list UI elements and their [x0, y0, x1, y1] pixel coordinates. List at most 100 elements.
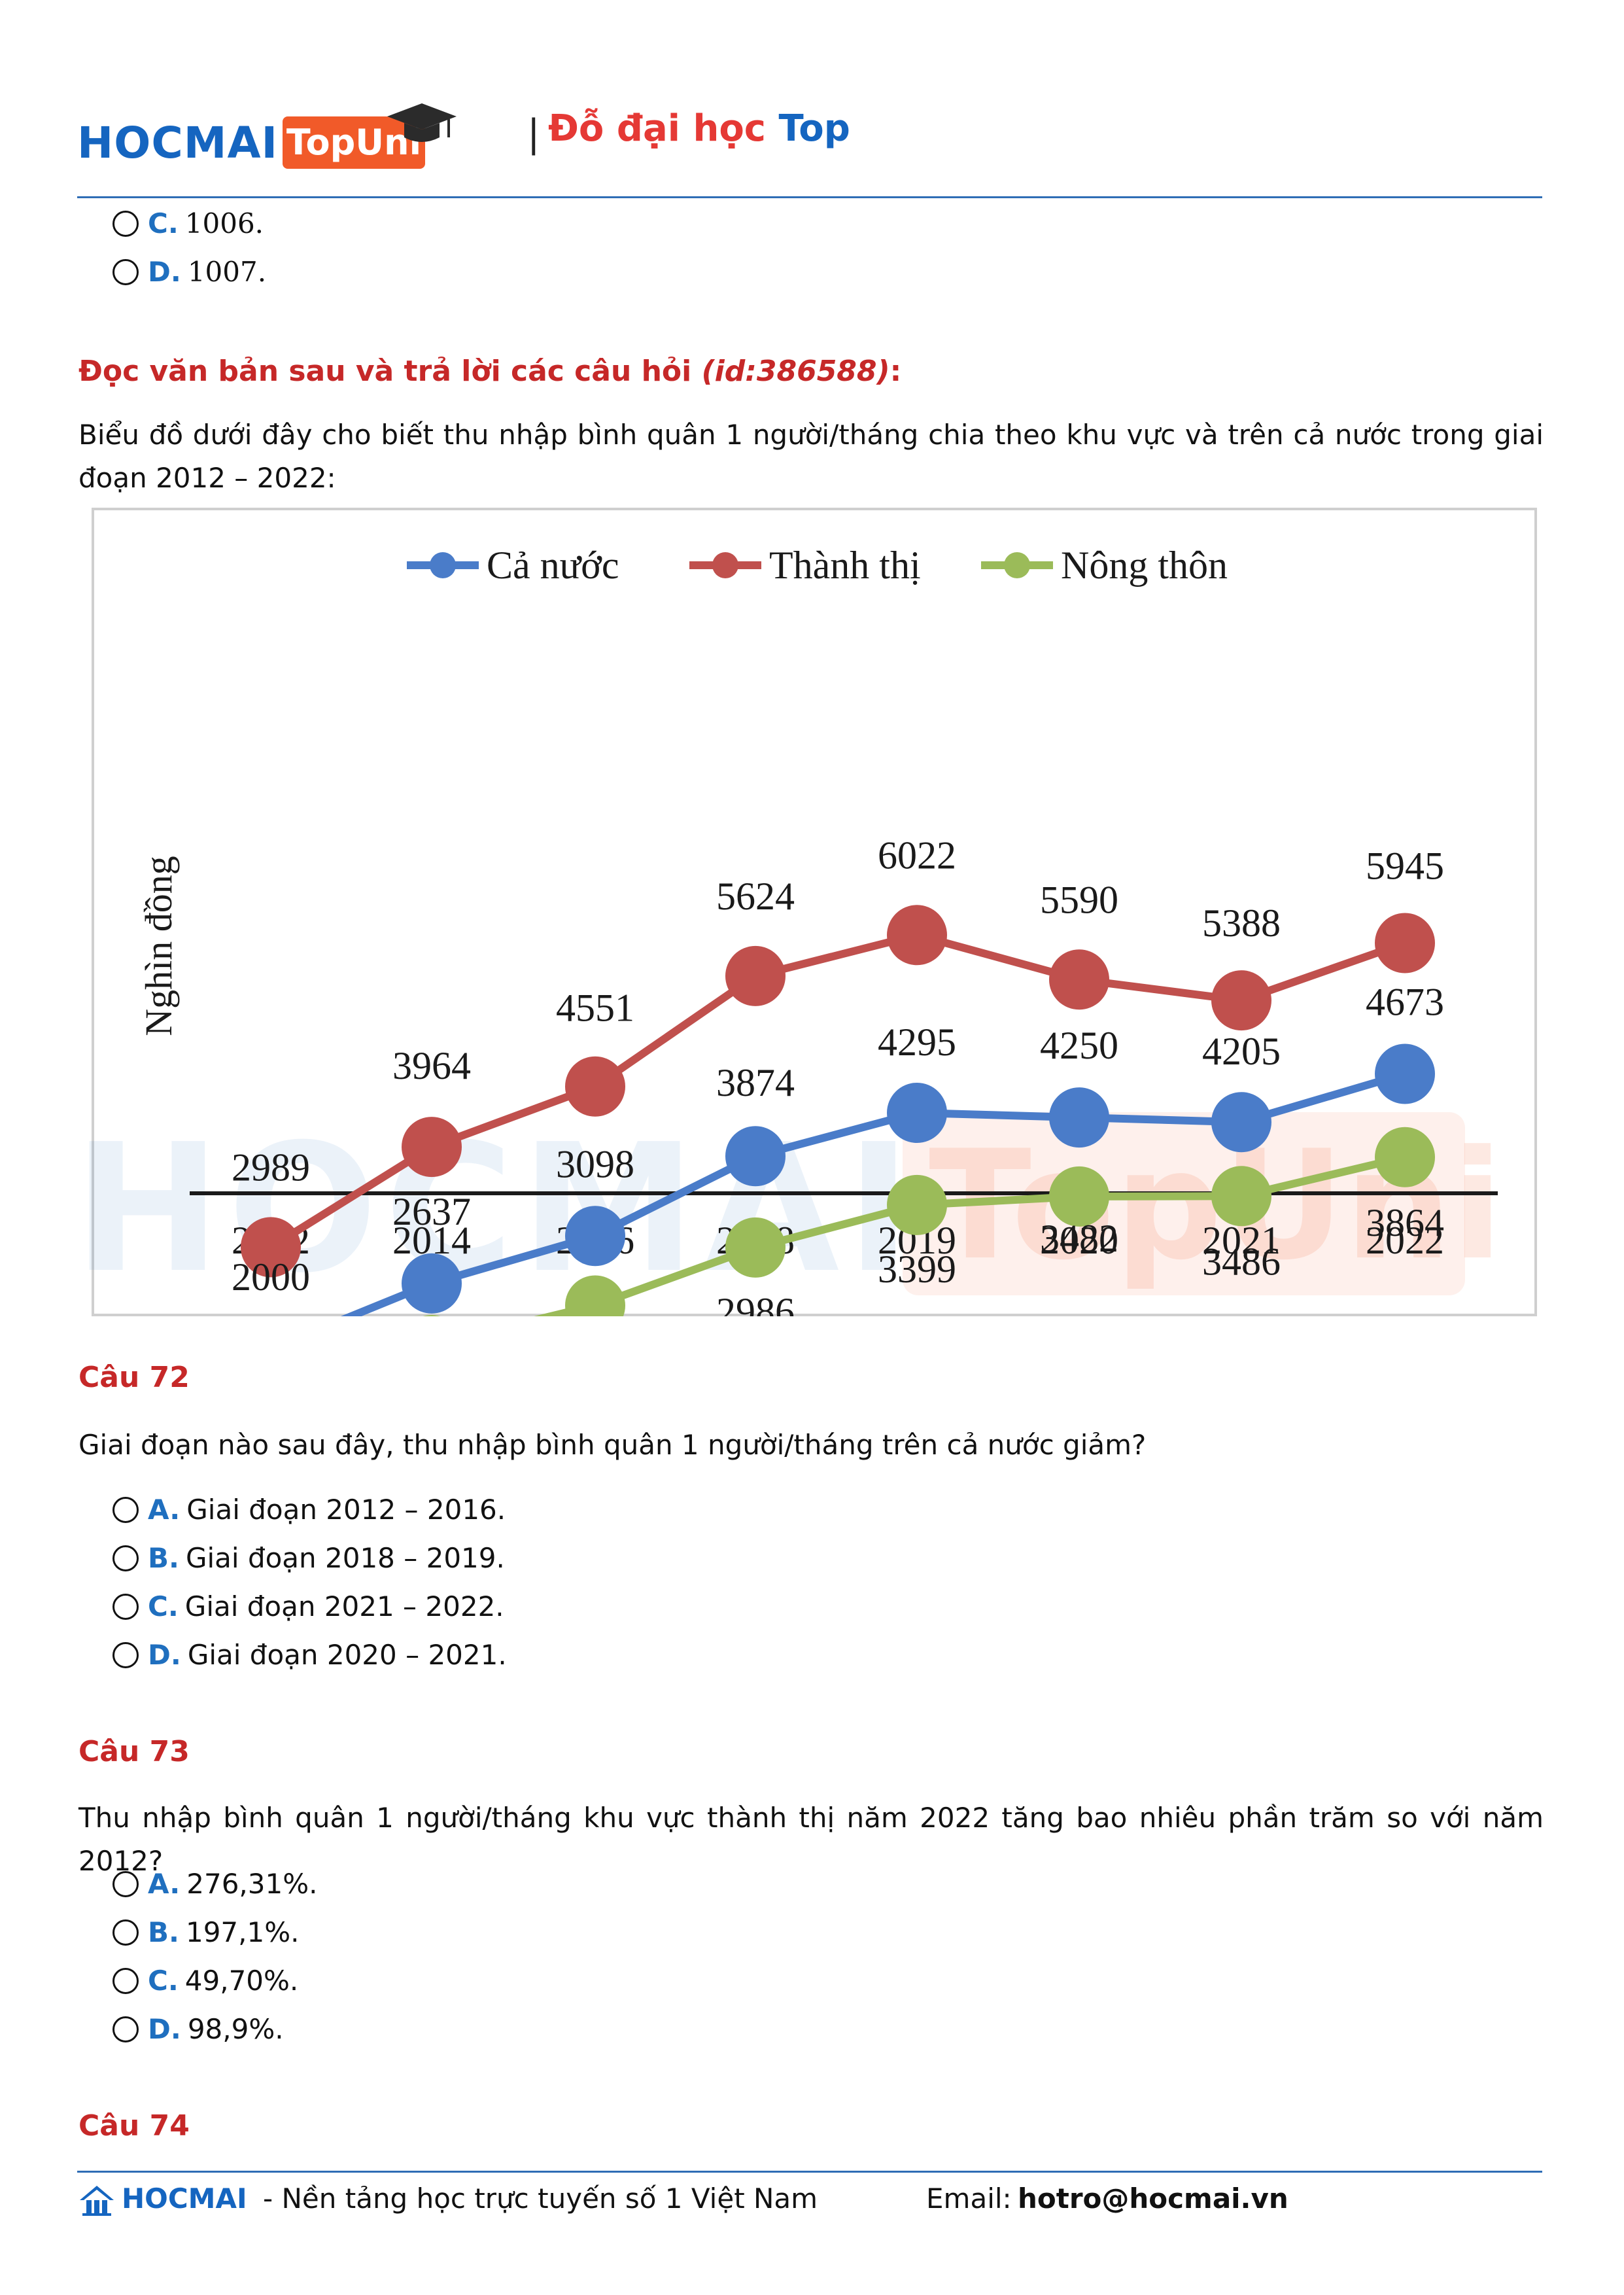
data-label: 2989 — [232, 1146, 310, 1189]
option-text: 49,70%. — [184, 1965, 299, 1997]
data-point — [423, 1315, 441, 1316]
radio-icon[interactable] — [112, 210, 139, 237]
data-point — [402, 1117, 462, 1178]
data-label: 4250 — [1040, 1024, 1118, 1067]
reading-paragraph: Biểu đồ dưới đây cho biết thu nhập bình … — [78, 419, 1544, 494]
option-text: 1007. — [187, 256, 267, 288]
data-point — [1375, 1043, 1435, 1104]
option-text: Giai đoạn 2021 – 2022. — [184, 1590, 504, 1622]
data-point — [887, 1083, 947, 1143]
q73-option-c[interactable]: C. 49,70%. — [112, 1961, 298, 2001]
reading-title-suffix: : — [890, 355, 902, 388]
footer-email-label: Email: — [926, 2182, 1012, 2215]
data-point — [402, 1253, 462, 1314]
data-label: 2986 — [716, 1290, 795, 1316]
legend-marker-1 — [712, 552, 738, 578]
data-point — [1375, 913, 1435, 973]
slogan-red: Đỗ đại học — [548, 107, 766, 150]
option-text: Giai đoạn 2020 – 2021. — [187, 1639, 507, 1671]
data-point — [887, 1174, 947, 1235]
legend-label-2: Nông thôn — [1061, 544, 1228, 587]
option-letter: C. — [148, 1590, 179, 1622]
data-label: 3482 — [1040, 1217, 1118, 1260]
q73-option-d[interactable]: D. 98,9%. — [112, 2010, 284, 2049]
option-letter: B. — [148, 1542, 179, 1574]
option-letter: A. — [148, 1494, 181, 1526]
radio-icon[interactable] — [112, 1593, 139, 1620]
data-label: 3964 — [392, 1044, 471, 1087]
radio-icon[interactable] — [112, 1641, 139, 1668]
data-label: 5388 — [1202, 902, 1281, 945]
radio-icon[interactable] — [112, 1545, 139, 1571]
data-point — [1049, 1087, 1109, 1148]
data-label: 3399 — [878, 1248, 956, 1291]
option-text: 98,9%. — [187, 2013, 284, 2045]
q72-option-d[interactable]: D. Giai đoạn 2020 – 2021. — [112, 1636, 507, 1675]
logo-topuni-badge — [283, 116, 425, 169]
radio-icon[interactable] — [112, 1919, 139, 1946]
logo-hocmai: HOCMAI — [77, 118, 279, 168]
question-73-text: Thu nhập bình quân 1 người/tháng khu vực… — [78, 1802, 1544, 1877]
data-point — [565, 1275, 625, 1316]
option-text: 276,31%. — [186, 1868, 318, 1900]
hocmai-house-icon — [80, 2186, 114, 2216]
option-c-prev[interactable]: C. 1006. — [112, 204, 264, 243]
graduation-cap-icon — [387, 103, 457, 142]
q72-option-a[interactable]: A. Giai đoạn 2012 – 2016. — [112, 1490, 506, 1530]
radio-icon[interactable] — [112, 1870, 139, 1897]
data-label: 3486 — [1202, 1240, 1281, 1283]
data-point — [887, 905, 947, 966]
option-letter: B. — [148, 1916, 179, 1948]
q73-option-a[interactable]: A. 276,31%. — [112, 1865, 317, 1904]
option-letter: A. — [148, 1868, 181, 1900]
data-label: 3098 — [556, 1142, 634, 1185]
legend-marker-0 — [430, 552, 456, 578]
question-73-title: Câu 73 — [78, 1735, 190, 1768]
data-point — [1049, 1166, 1109, 1227]
data-label: 6022 — [878, 833, 956, 877]
y-axis-label: Nghìn đồng — [137, 856, 180, 1036]
data-label: 3864 — [1366, 1201, 1444, 1244]
slogan-blue: Top — [778, 107, 850, 150]
q72-option-c[interactable]: C. Giai đoạn 2021 – 2022. — [112, 1587, 504, 1626]
footer-tagline: - Nền tảng học trực tuyến số 1 Việt Nam — [263, 2182, 818, 2215]
radio-icon[interactable] — [112, 2016, 139, 2042]
data-label: 5590 — [1040, 878, 1118, 921]
question-72-title: Câu 72 — [78, 1361, 190, 1394]
data-label: 3874 — [716, 1061, 795, 1104]
reading-title-prefix: Đọc văn bản sau và trả lời các câu hỏi — [78, 355, 702, 388]
income-line-chart: Nghìn đồng201220142016201820192020202120… — [137, 544, 1498, 1316]
radio-icon[interactable] — [112, 1967, 139, 1994]
option-letter: D. — [148, 256, 181, 288]
data-point — [1049, 949, 1109, 1010]
option-text: Giai đoạn 2012 – 2016. — [186, 1494, 506, 1526]
option-letter: C. — [148, 1965, 179, 1997]
data-label: 4551 — [556, 987, 634, 1030]
q73-option-b[interactable]: B. 197,1%. — [112, 1913, 299, 1952]
data-point — [725, 945, 786, 1006]
radio-icon[interactable] — [112, 258, 139, 285]
option-letter: C. — [148, 207, 179, 239]
option-text: 197,1%. — [185, 1916, 300, 1948]
radio-icon[interactable] — [112, 1496, 139, 1523]
footer-email-link[interactable]: hotro@hocmai.vn — [1018, 2182, 1288, 2215]
data-point — [1211, 1092, 1271, 1153]
data-point — [725, 1217, 786, 1278]
data-label: 5624 — [716, 875, 795, 918]
question-74-title: Câu 74 — [78, 2109, 190, 2143]
option-d-prev[interactable]: D. 1007. — [112, 253, 266, 292]
data-point — [1211, 970, 1271, 1031]
footer-brand: HOCMAI — [122, 2182, 247, 2215]
header-divider — [77, 196, 1542, 198]
legend-label-0: Cả nước — [487, 544, 619, 587]
data-label: 5945 — [1366, 845, 1444, 888]
data-label: 4295 — [878, 1021, 956, 1064]
option-letter: D. — [148, 2013, 181, 2045]
footer-divider — [77, 2171, 1542, 2173]
q72-option-b[interactable]: B. Giai đoạn 2018 – 2019. — [112, 1539, 505, 1578]
data-label: 4205 — [1202, 1030, 1281, 1073]
option-text: Giai đoạn 2018 – 2019. — [185, 1542, 505, 1574]
question-72-text: Giai đoạn nào sau đây, thu nhập bình quâ… — [78, 1429, 1147, 1461]
reading-title-id: (id:386588) — [701, 355, 890, 388]
x-tick-label: 2022 — [1366, 1219, 1444, 1262]
